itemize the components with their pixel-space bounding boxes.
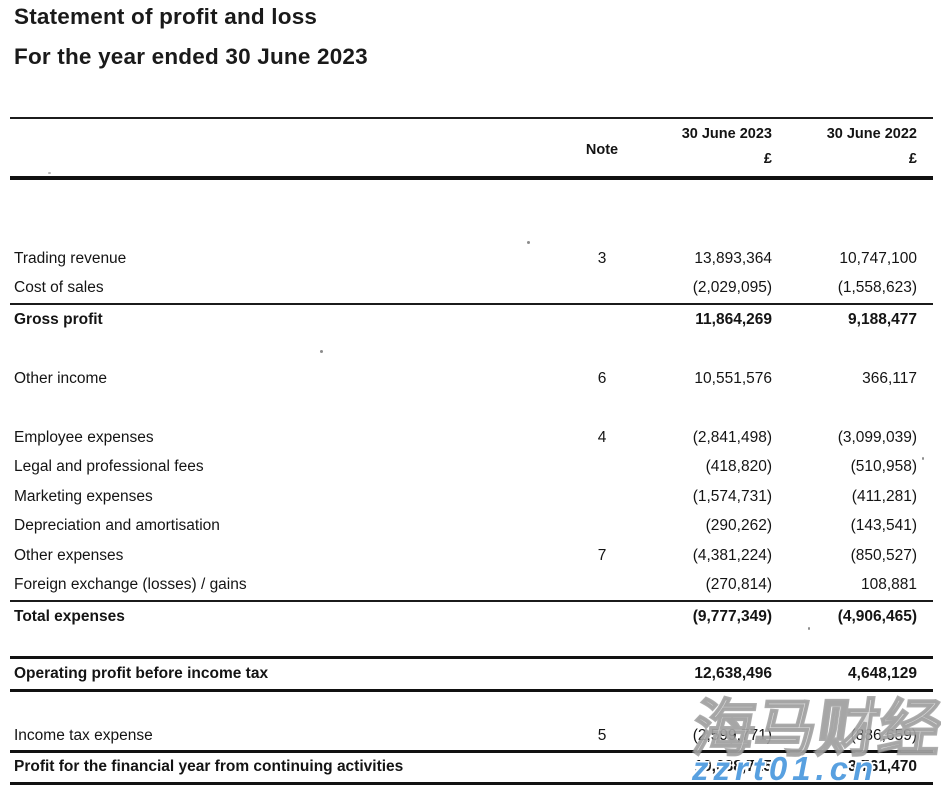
operating-profit-block: Operating profit before income tax 12,63… xyxy=(10,655,933,692)
row-label: Employee expenses xyxy=(14,428,154,446)
table-row-cost-of-sales: Cost of sales (2,029,095) (1,558,623) xyxy=(10,274,933,305)
table-row-marketing-expenses: Marketing expenses (1,574,731) (411,281) xyxy=(10,482,933,512)
table-row-operating-profit: Operating profit before income tax 12,63… xyxy=(10,659,933,689)
table-row-employee-expenses: Employee expenses 4 (2,841,498) (3,099,0… xyxy=(10,423,933,453)
table-row-total-expenses: Total expenses (9,777,349) (4,906,465) xyxy=(10,602,933,632)
row-label: Trading revenue xyxy=(14,249,127,267)
row-label: Other income xyxy=(14,369,108,387)
row-value-2023: 12,638,496 xyxy=(694,664,772,682)
row-value-2022: 108,881 xyxy=(860,576,917,594)
table-row-gross-profit: Gross profit 11,864,269 9,188,477 xyxy=(10,305,933,335)
row-label: Total expenses xyxy=(14,607,125,625)
column-header-2022: 30 June 2022 £ xyxy=(772,126,917,167)
row-value-2022: (4,906,465) xyxy=(837,607,917,625)
row-label: Gross profit xyxy=(14,310,103,328)
row-note: 3 xyxy=(597,249,607,267)
row-value-2023: (290,262) xyxy=(705,517,772,535)
row-label: Profit for the financial year from conti… xyxy=(14,758,404,775)
row-value-2022: 10,747,100 xyxy=(839,249,917,267)
row-value-2023: (9,777,349) xyxy=(692,607,772,625)
row-value-2023: (2,599,771) xyxy=(692,726,772,744)
row-value-2023: 11,864,269 xyxy=(695,310,772,328)
row-label: Legal and professional fees xyxy=(14,458,204,476)
row-value-2022: 9,188,477 xyxy=(848,310,917,328)
header-label-spacer xyxy=(10,126,562,167)
row-value-2023: (2,841,498) xyxy=(692,428,772,446)
row-value-2023: 10,038,725 xyxy=(694,758,772,775)
row-label: Operating profit before income tax xyxy=(14,664,269,682)
row-label: Other expenses xyxy=(14,546,124,564)
row-value-2023: (2,029,095) xyxy=(692,279,772,297)
row-label: Income tax expense xyxy=(14,726,153,744)
scan-artifact xyxy=(808,627,810,630)
row-value-2023: 13,893,364 xyxy=(694,249,772,267)
table-row-legal-fees: Legal and professional fees (418,820) (5… xyxy=(10,453,933,483)
section-gap xyxy=(10,394,933,424)
row-value-2023: (418,820) xyxy=(705,458,772,476)
table-row-foreign-exchange: Foreign exchange (losses) / gains (270,8… xyxy=(10,571,933,602)
row-note: 6 xyxy=(597,369,607,387)
table-row-income-tax: Income tax expense 5 (2,599,771) (886,65… xyxy=(10,722,933,753)
table-header-row: Note 30 June 2023 £ 30 June 2022 £ xyxy=(10,117,933,180)
row-value-2022: 3,761,470 xyxy=(848,758,917,775)
row-label: Marketing expenses xyxy=(14,487,153,505)
row-value-2023: (1,574,731) xyxy=(692,487,772,505)
row-value-2023: 10,551,576 xyxy=(694,369,772,387)
row-label: Foreign exchange (losses) / gains xyxy=(14,576,247,594)
page-title: Statement of profit and loss xyxy=(14,4,318,29)
currency-2023-label: £ xyxy=(763,151,772,167)
row-value-2022: (886,659) xyxy=(850,726,917,744)
scan-artifact xyxy=(48,172,51,174)
scan-artifact xyxy=(922,457,924,460)
table-row-other-income: Other income 6 10,551,576 366,117 xyxy=(10,364,933,394)
period-2022-label: 30 June 2022 xyxy=(826,126,917,142)
row-note: 7 xyxy=(597,546,607,564)
table-row-profit-for-year: Profit for the financial year from conti… xyxy=(10,753,933,785)
row-label: Depreciation and amortisation xyxy=(14,517,220,535)
section-gap xyxy=(10,180,933,244)
table-row-trading-revenue: Trading revenue 3 13,893,364 10,747,100 xyxy=(10,244,933,274)
scan-artifact xyxy=(527,241,530,244)
profit-loss-table: Note 30 June 2023 £ 30 June 2022 £ Tradi… xyxy=(10,117,933,785)
row-value-2022: 366,117 xyxy=(862,369,917,387)
period-2023-label: 30 June 2023 xyxy=(681,126,772,142)
row-value-2023: (4,381,224) xyxy=(692,546,772,564)
row-note: 5 xyxy=(597,726,607,744)
row-value-2022: 4,648,129 xyxy=(848,664,917,682)
table-row-other-expenses: Other expenses 7 (4,381,224) (850,527) xyxy=(10,541,933,571)
currency-2022-label: £ xyxy=(908,151,917,167)
row-value-2022: (850,527) xyxy=(850,546,917,564)
table-row-depreciation: Depreciation and amortisation (290,262) … xyxy=(10,512,933,542)
page-subtitle: For the year ended 30 June 2023 xyxy=(14,44,368,69)
column-header-2023: 30 June 2023 £ xyxy=(642,126,772,167)
row-value-2022: (143,541) xyxy=(850,517,917,535)
row-value-2022: (3,099,039) xyxy=(837,428,917,446)
row-label: Cost of sales xyxy=(14,279,104,297)
row-value-2023: (270,814) xyxy=(705,576,772,594)
scan-artifact xyxy=(320,350,323,353)
section-gap xyxy=(10,632,933,656)
section-gap xyxy=(10,692,933,722)
row-value-2022: (510,958) xyxy=(850,458,917,476)
row-value-2022: (411,281) xyxy=(851,487,917,505)
row-value-2022: (1,558,623) xyxy=(837,279,917,297)
row-note: 4 xyxy=(597,428,607,446)
section-gap xyxy=(10,335,933,365)
column-header-note: Note xyxy=(585,141,619,158)
